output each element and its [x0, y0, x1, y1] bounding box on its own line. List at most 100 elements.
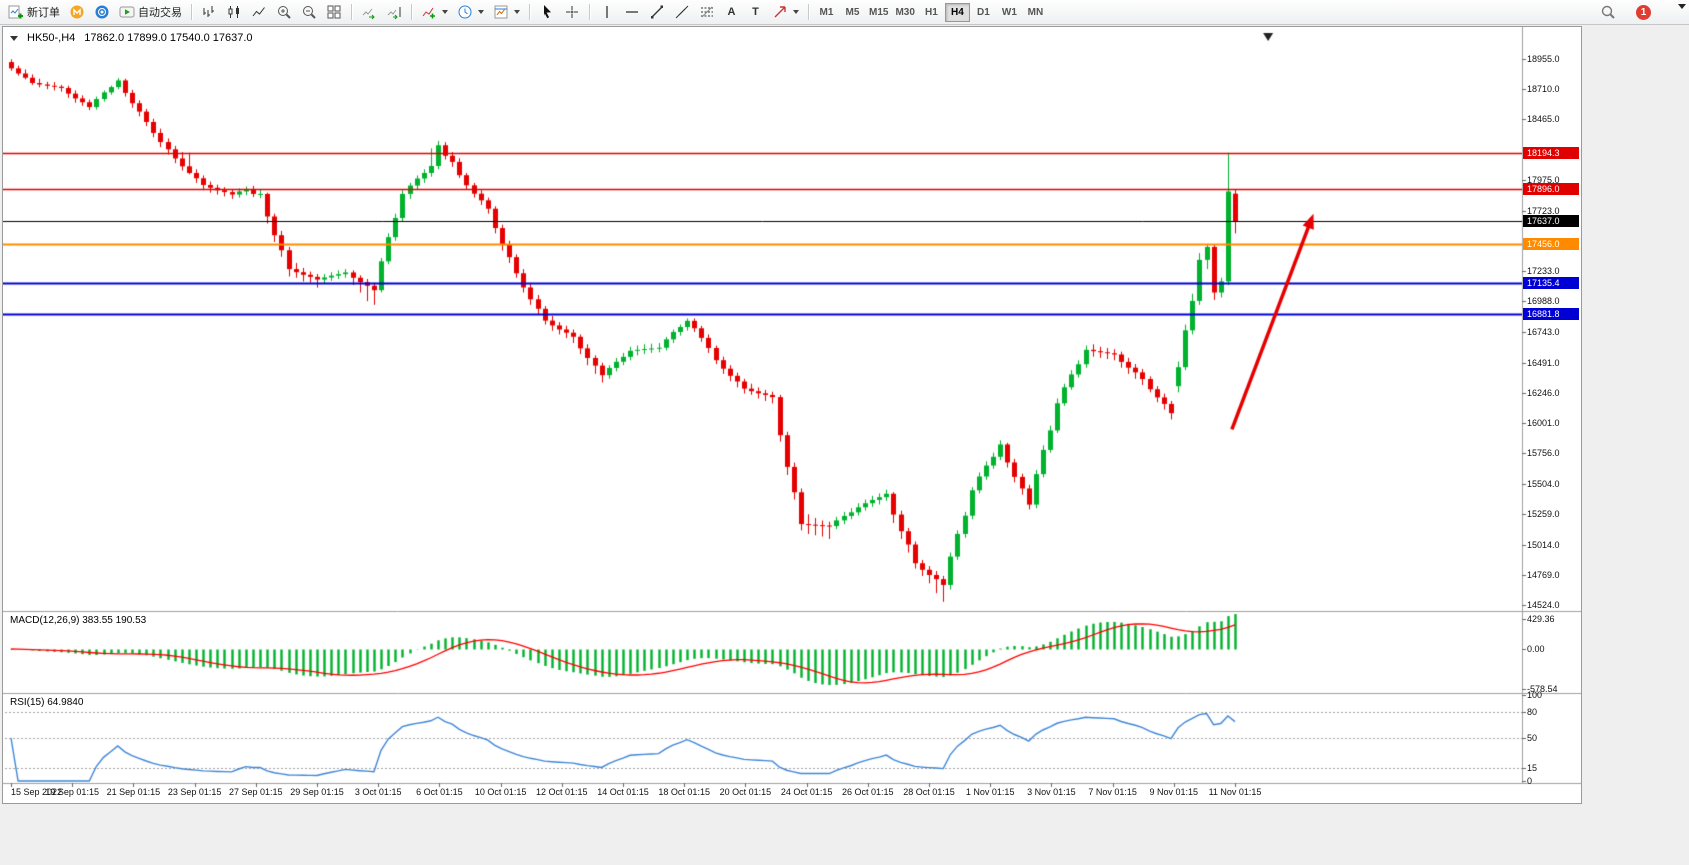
search-button[interactable] [1596, 2, 1620, 23]
channel-button[interactable] [670, 2, 694, 23]
text-label-button[interactable]: T [744, 2, 767, 23]
auto-scroll-button[interactable] [357, 2, 381, 23]
time-axis-label: 14 Oct 01:15 [597, 787, 649, 797]
templates-icon [494, 5, 508, 19]
chart-symbol-period: HK50-,H4 [27, 32, 76, 44]
community-button[interactable] [90, 2, 114, 23]
autotrading-button[interactable]: 自动交易 [115, 2, 186, 23]
time-axis-label: 29 Sep 01:15 [290, 787, 344, 797]
clock-icon [458, 5, 472, 19]
indicators-button[interactable] [417, 2, 452, 23]
time-axis-label: 18 Oct 01:15 [658, 787, 710, 797]
candlestick-chart-button[interactable] [222, 2, 246, 23]
notifications-button[interactable]: 1 [1632, 2, 1655, 23]
vertical-line-button[interactable] [595, 2, 619, 23]
time-axis-label: 1 Nov 01:15 [965, 787, 1015, 797]
fibonacci-icon [701, 6, 713, 18]
rsi-label: RSI(15) 64.9840 [10, 697, 84, 708]
toolbar-right-group: 1 [1596, 2, 1685, 23]
auto-scroll-icon [362, 8, 375, 20]
text-button[interactable]: A [720, 2, 743, 23]
mql5-button[interactable] [65, 2, 89, 23]
toolbar-separator [411, 4, 412, 20]
timeframe-button-D1[interactable]: D1 [971, 3, 996, 22]
periods-button[interactable] [453, 2, 488, 23]
chart-menu-icon[interactable] [10, 35, 18, 41]
price-axis-label: 17723.0 [1527, 205, 1560, 216]
chart-title-bar: HK50-,H4 17862.0 17899.0 17540.0 17637.0 [10, 32, 253, 44]
price-axis-label: 14524.0 [1527, 600, 1560, 611]
timeframe-button-H1[interactable]: H1 [919, 3, 944, 22]
price-axis-label: 16001.0 [1527, 418, 1560, 429]
time-axis-label: 26 Oct 01:15 [842, 787, 894, 797]
chart-shift-button[interactable] [382, 2, 406, 23]
time-axis-label: 24 Oct 01:15 [780, 787, 833, 797]
chevron-down-icon [793, 10, 799, 14]
price-chart-canvas[interactable] [3, 27, 1581, 803]
price-axis-label: 15504.0 [1527, 479, 1560, 490]
crosshair-button[interactable] [560, 2, 584, 23]
trendline-button[interactable] [645, 2, 669, 23]
toolbar-overflow-icon[interactable] [1678, 4, 1686, 9]
chart-ohlc: 17862.0 17899.0 17540.0 17637.0 [84, 32, 253, 44]
rsi-axis-label: 100 [1527, 690, 1543, 700]
zoom-in-button[interactable] [272, 2, 296, 23]
time-axis-label: 21 Sep 01:15 [106, 787, 161, 797]
channel-icon [675, 5, 689, 19]
timeframe-toolbar: M1 M5 M15 M30 H1 H4 D1 W1 MN [814, 2, 1048, 22]
macd-axis-label: 429.36 [1527, 614, 1555, 625]
tile-windows-button[interactable] [322, 2, 346, 23]
price-axis-label: 16246.0 [1527, 387, 1560, 398]
rsi-axis-label: 0 [1527, 776, 1533, 786]
time-axis-label: 11 Nov 01:15 [1208, 787, 1262, 797]
indicators-icon [422, 7, 435, 19]
bar-chart-icon [203, 6, 214, 17]
price-axis-label: 15014.0 [1527, 539, 1560, 550]
timeframe-button-H4[interactable]: H4 [944, 2, 970, 22]
time-axis-label: 3 Oct 01:15 [354, 787, 402, 797]
timeframe-button-M1[interactable]: M1 [814, 3, 839, 22]
time-axis-label: 10 Oct 01:15 [474, 787, 527, 797]
chart-shift-icon [387, 7, 401, 20]
chart-window: HK50-,H4 17862.0 17899.0 17540.0 17637.0… [2, 26, 1582, 804]
toolbar-separator [529, 4, 530, 20]
price-axis-label: 16491.0 [1527, 357, 1560, 368]
toolbar-separator [351, 4, 352, 20]
timeframe-button-M30[interactable]: M30 [892, 3, 917, 22]
time-axis-label: 23 Sep 01:15 [167, 787, 222, 797]
rsi-axis-label: 80 [1527, 707, 1538, 718]
timeframe-button-MN[interactable]: MN [1023, 3, 1048, 22]
new-order-label: 新订单 [27, 7, 60, 19]
search-icon [1601, 5, 1615, 19]
price-tag: 17637.0 [1523, 215, 1579, 228]
macd-label: MACD(12,26,9) 383.55 190.53 [10, 615, 147, 626]
toolbar-separator [808, 4, 809, 20]
horizontal-line-button[interactable] [620, 2, 644, 23]
line-chart-icon [252, 7, 265, 17]
cursor-icon [544, 5, 551, 19]
timeframe-button-M5[interactable]: M5 [840, 3, 865, 22]
toolbar-separator [589, 4, 590, 20]
cursor-button[interactable] [535, 2, 559, 23]
price-axis-label: 17233.0 [1527, 266, 1560, 277]
templates-button[interactable] [489, 2, 524, 23]
chevron-down-icon [514, 10, 520, 14]
bar-chart-button[interactable] [197, 2, 221, 23]
time-axis-label: 3 Nov 01:15 [1027, 787, 1076, 797]
zoom-out-icon [303, 6, 316, 19]
zoom-out-button[interactable] [297, 2, 321, 23]
text-icon: A [727, 6, 736, 18]
timeframe-button-W1[interactable]: W1 [997, 3, 1022, 22]
fibonacci-button[interactable] [695, 2, 719, 23]
line-chart-button[interactable] [247, 2, 271, 23]
rsi-axis-label: 15 [1527, 763, 1538, 774]
chevron-down-icon [442, 10, 448, 14]
horizontal-line-icon [626, 11, 638, 13]
new-order-button[interactable]: 新订单 [4, 2, 64, 23]
arrow-objects-button[interactable] [768, 2, 803, 23]
price-axis[interactable]: 18955.0 18710.0 18465.0 17975.0 17723.0 17233… [3, 27, 1581, 803]
timeframe-button-M15[interactable]: M15 [866, 3, 891, 22]
text-label-icon: T [752, 6, 759, 18]
price-axis-label: 18955.0 [1527, 54, 1560, 64]
time-axis[interactable]: 15 Sep 2022 19 Sep 01:15 21 Sep 01:15 23 Se… [3, 27, 1581, 803]
